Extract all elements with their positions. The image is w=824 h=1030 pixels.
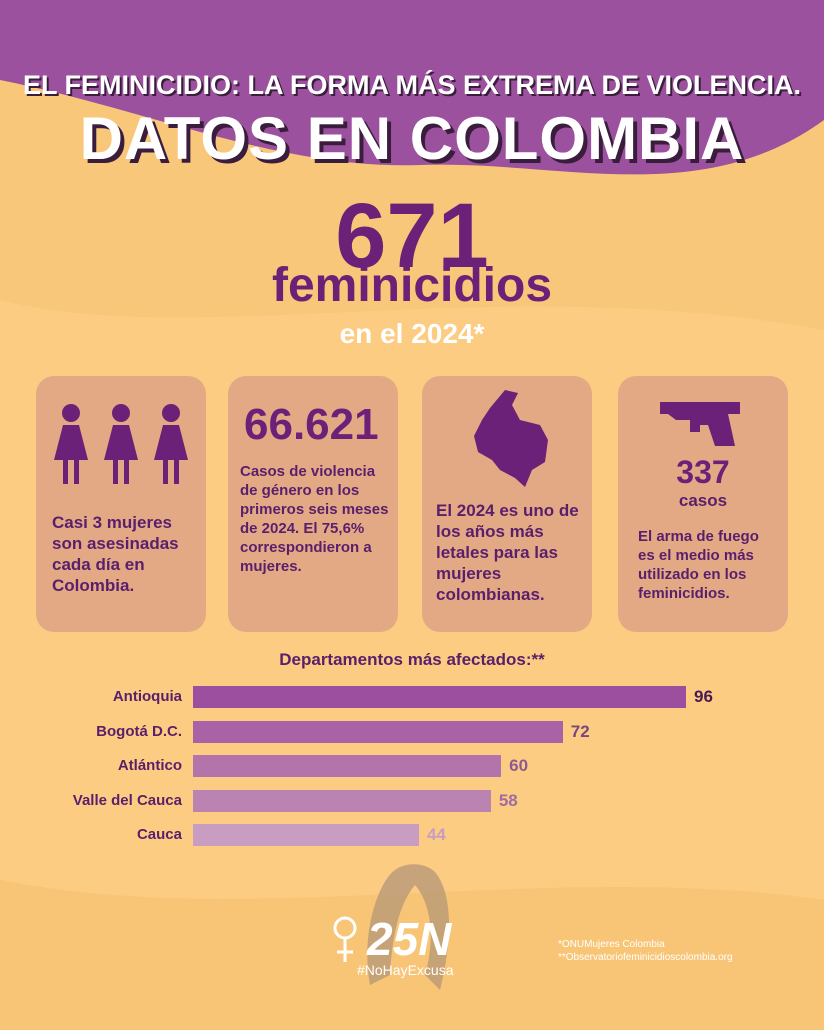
category-label: Valle del Cauca — [72, 791, 182, 809]
value-label: 58 — [498, 790, 518, 810]
value-label: 44 — [426, 825, 446, 844]
value-label: 96 — [694, 687, 713, 706]
header-band — [0, 0, 824, 175]
subtitle: EL FEMINICIDIO: LA FORMA MÁS EXTREMA DE … — [22, 70, 801, 100]
ribbon — [367, 864, 450, 990]
card-text: El arma de fuego es el medio más utiliza… — [638, 528, 759, 602]
category-label: Antioquia — [112, 688, 182, 705]
bar — [193, 720, 563, 743]
card-text: El 2024 es uno de los años más letales p… — [436, 501, 579, 604]
card-bg — [422, 376, 592, 632]
footnote: *ONUMujeres Colombia — [558, 939, 665, 950]
gun-icon — [660, 402, 740, 446]
bar — [193, 686, 686, 708]
hashtag: #NoHayExcusa — [357, 962, 454, 978]
card-text: Casos de violencia de género en los prim… — [240, 463, 389, 575]
map-icon — [474, 390, 548, 487]
card-number: 337 — [676, 454, 730, 490]
category-label: Cauca — [136, 826, 182, 843]
card-number: 66.621 — [244, 400, 379, 449]
chart-title: Departamentos más afectados:** — [279, 650, 545, 669]
headline-label: feminicidios — [271, 259, 553, 312]
card-unit: casos — [678, 491, 728, 510]
headline-number: 671 — [335, 185, 489, 287]
card-bg — [618, 376, 788, 632]
card-text: Casi 3 mujeres son asesinadas cada día e… — [52, 513, 179, 595]
bar — [193, 824, 419, 846]
title: DATOS EN COLOMBIA — [79, 105, 745, 172]
wave — [0, 880, 824, 1030]
category-label: Bogotá D.C. — [96, 722, 182, 740]
venus-icon — [333, 916, 357, 962]
logo: 25N — [367, 913, 452, 965]
bar — [193, 789, 491, 812]
value-label: 60 — [509, 756, 529, 775]
card-bg — [228, 376, 398, 632]
headline-period: en el 2024* — [339, 318, 485, 349]
value-label: 72 — [570, 721, 590, 741]
bar — [193, 755, 502, 777]
footnotes: *ONUMujeres Colombia **Observatoriofemin… — [558, 938, 733, 964]
category-label: Atlántico — [117, 757, 182, 774]
footnote: **Observatoriofeminicidioscolombia.org — [558, 952, 733, 963]
women-icon — [54, 404, 188, 484]
